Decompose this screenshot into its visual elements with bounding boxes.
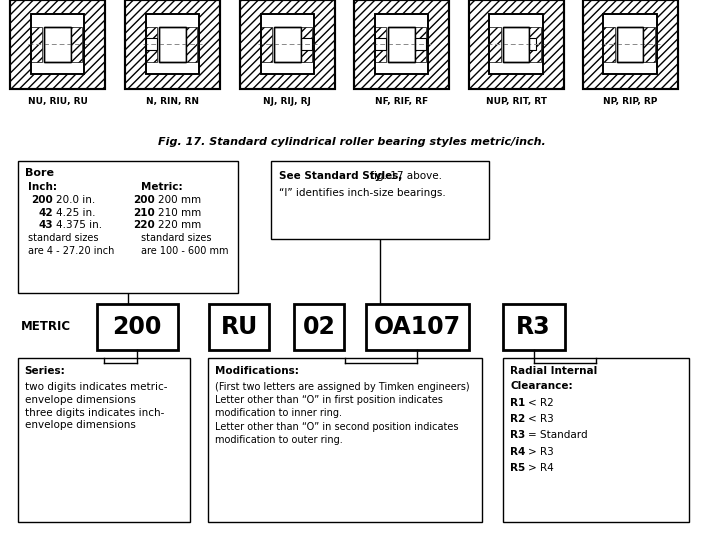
Text: 4.25 in.: 4.25 in. xyxy=(56,208,96,218)
Text: 200: 200 xyxy=(133,195,155,206)
FancyBboxPatch shape xyxy=(643,26,655,62)
FancyBboxPatch shape xyxy=(603,26,615,62)
FancyBboxPatch shape xyxy=(489,14,543,74)
FancyBboxPatch shape xyxy=(146,26,157,62)
FancyBboxPatch shape xyxy=(18,358,190,522)
FancyBboxPatch shape xyxy=(18,161,238,293)
FancyBboxPatch shape xyxy=(603,14,657,74)
FancyBboxPatch shape xyxy=(503,26,529,62)
Text: R2: R2 xyxy=(510,414,526,424)
Text: R3: R3 xyxy=(516,315,551,339)
FancyBboxPatch shape xyxy=(617,26,643,62)
Text: Fig. 17. Standard cylindrical roller bearing styles metric/inch.: Fig. 17. Standard cylindrical roller bea… xyxy=(158,137,546,147)
Text: > R4: > R4 xyxy=(528,463,554,473)
FancyBboxPatch shape xyxy=(375,14,428,74)
FancyBboxPatch shape xyxy=(239,0,335,88)
FancyBboxPatch shape xyxy=(146,38,157,50)
Text: 42: 42 xyxy=(38,208,53,218)
Text: 200: 200 xyxy=(113,315,162,339)
Text: 20.0 in.: 20.0 in. xyxy=(56,195,96,206)
FancyBboxPatch shape xyxy=(301,38,312,50)
FancyBboxPatch shape xyxy=(210,304,270,350)
Text: NP, RIP, RP: NP, RIP, RP xyxy=(603,97,658,105)
Text: Series:: Series: xyxy=(25,366,65,376)
Text: NUP, RIT, RT: NUP, RIT, RT xyxy=(486,97,546,105)
Text: (First two letters are assigned by Timken engineers)
Letter other than “O” in fi: (First two letters are assigned by Timke… xyxy=(215,382,470,445)
FancyBboxPatch shape xyxy=(583,0,677,88)
Text: 200 mm: 200 mm xyxy=(158,195,201,206)
FancyBboxPatch shape xyxy=(489,26,501,62)
Text: Radial Internal: Radial Internal xyxy=(510,366,598,376)
FancyBboxPatch shape xyxy=(529,38,536,50)
Text: Bore: Bore xyxy=(25,168,54,178)
FancyBboxPatch shape xyxy=(301,26,312,62)
FancyBboxPatch shape xyxy=(31,14,84,74)
FancyBboxPatch shape xyxy=(529,26,541,62)
FancyBboxPatch shape xyxy=(208,358,482,522)
Text: 210 mm: 210 mm xyxy=(158,208,201,218)
Text: 02: 02 xyxy=(303,315,335,339)
FancyBboxPatch shape xyxy=(146,14,199,74)
FancyBboxPatch shape xyxy=(415,26,426,62)
Text: 200: 200 xyxy=(31,195,53,206)
FancyBboxPatch shape xyxy=(274,26,301,62)
Text: Clearance:: Clearance: xyxy=(510,381,573,391)
Text: = Standard: = Standard xyxy=(528,430,588,441)
FancyBboxPatch shape xyxy=(10,0,106,88)
Text: 220 mm: 220 mm xyxy=(158,221,201,230)
Text: Metric:: Metric: xyxy=(141,182,182,192)
Text: RU: RU xyxy=(221,315,258,339)
FancyBboxPatch shape xyxy=(366,304,469,350)
FancyBboxPatch shape xyxy=(71,26,82,62)
Text: standard sizes
are 100 - 600 mm: standard sizes are 100 - 600 mm xyxy=(141,233,228,256)
FancyBboxPatch shape xyxy=(375,38,386,50)
Text: NJ, RIJ, RJ: NJ, RIJ, RJ xyxy=(263,97,311,105)
FancyBboxPatch shape xyxy=(271,161,489,239)
Text: 210: 210 xyxy=(133,208,155,218)
Text: 220: 220 xyxy=(133,221,155,230)
Text: OA107: OA107 xyxy=(374,315,461,339)
FancyBboxPatch shape xyxy=(260,14,314,74)
Text: < R2: < R2 xyxy=(528,398,554,408)
Text: R1: R1 xyxy=(510,398,526,408)
FancyBboxPatch shape xyxy=(294,304,344,350)
FancyBboxPatch shape xyxy=(31,26,42,62)
FancyBboxPatch shape xyxy=(503,358,689,522)
FancyBboxPatch shape xyxy=(97,304,177,350)
FancyBboxPatch shape xyxy=(44,26,71,62)
FancyBboxPatch shape xyxy=(469,0,564,88)
Text: “I” identifies inch-size bearings.: “I” identifies inch-size bearings. xyxy=(279,188,446,199)
FancyBboxPatch shape xyxy=(260,26,272,62)
Text: N, RIN, RN: N, RIN, RN xyxy=(146,97,199,105)
FancyBboxPatch shape xyxy=(503,304,565,350)
Text: two digits indicates metric-
envelope dimensions
three digits indicates inch-
en: two digits indicates metric- envelope di… xyxy=(25,382,167,430)
Text: 43: 43 xyxy=(38,221,53,230)
FancyBboxPatch shape xyxy=(125,0,220,88)
Text: 4.375 in.: 4.375 in. xyxy=(56,221,103,230)
FancyBboxPatch shape xyxy=(375,26,386,62)
Text: METRIC: METRIC xyxy=(21,320,71,334)
FancyBboxPatch shape xyxy=(415,38,426,50)
Text: R3: R3 xyxy=(510,430,526,441)
Text: Modifications:: Modifications: xyxy=(215,366,298,376)
Text: fig. 17 above.: fig. 17 above. xyxy=(367,171,442,181)
FancyBboxPatch shape xyxy=(186,26,197,62)
Text: R5: R5 xyxy=(510,463,526,473)
FancyBboxPatch shape xyxy=(353,0,449,88)
Text: Inch:: Inch: xyxy=(28,182,57,192)
FancyBboxPatch shape xyxy=(159,26,186,62)
Text: NF, RIF, RF: NF, RIF, RF xyxy=(375,97,428,105)
Text: NU, RIU, RU: NU, RIU, RU xyxy=(27,97,88,105)
Text: > R3: > R3 xyxy=(528,447,554,457)
FancyBboxPatch shape xyxy=(388,26,415,62)
Text: See Standard Styles,: See Standard Styles, xyxy=(279,171,403,181)
Text: R4: R4 xyxy=(510,447,526,457)
Text: standard sizes
are 4 - 27.20 inch: standard sizes are 4 - 27.20 inch xyxy=(28,233,115,256)
Text: < R3: < R3 xyxy=(528,414,554,424)
